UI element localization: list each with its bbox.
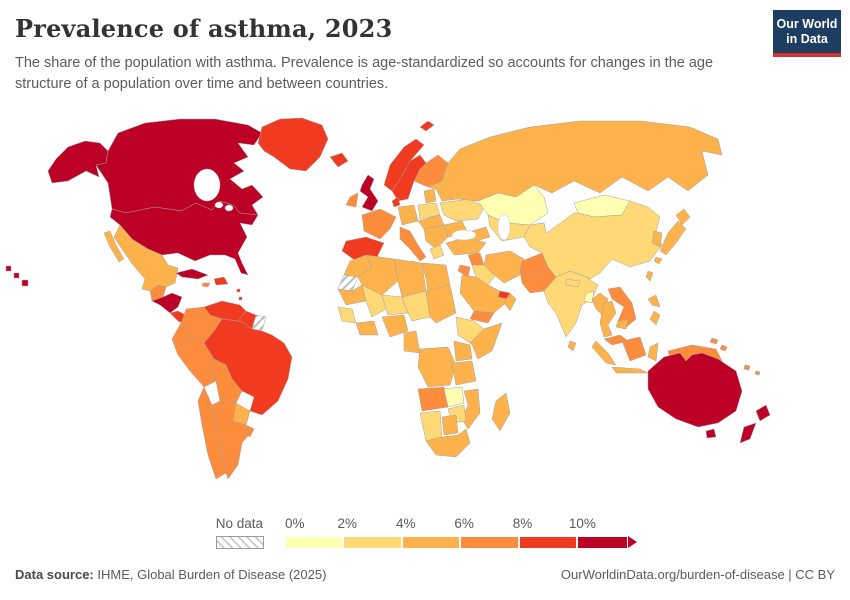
region-korea[interactable]: South Korea [651,230,663,248]
region-cambodia[interactable]: Cambodia [615,318,629,330]
region-western_sahara[interactable]: Western Sahara [337,274,359,292]
legend-tick-0: 0% [285,516,305,531]
world-map: CanadaUnited StatesGreenlandMexicoGuatem… [5,117,771,480]
legend-tick-labels: 0% 2% 4% 6% 8% 10% [285,516,637,532]
region-israel_jordan[interactable]: Israel & Jordan [457,264,471,278]
region-guatemala[interactable]: Guatemala [149,284,167,302]
region-balkans[interactable]: Balkans [423,224,449,250]
region-uruguay[interactable]: Uruguay [243,424,255,438]
lake-black-sea [451,229,477,241]
region-syria[interactable]: Syria [467,252,485,266]
owid-logo-line1: Our World [776,17,838,31]
region-oman[interactable]: Oman [503,292,517,312]
region-australia[interactable]: Australia [647,352,743,439]
legend-tick-6: 6% [454,516,474,531]
region-zambia[interactable]: Zambia [443,386,465,408]
region-ireland[interactable]: Ireland [345,192,359,208]
region-drc[interactable]: Democratic Republic of Congo [417,346,457,388]
legend-bucket-0-2-[interactable] [285,536,344,549]
region-kenya_uganda[interactable]: Kenya & Uganda [453,340,473,362]
legend-bucket--10-[interactable] [576,536,628,549]
region-baltics[interactable]: Baltic states [423,188,437,204]
region-new_zealand[interactable]: New Zealand [739,404,771,444]
legend-arrow-tip [627,536,637,548]
region-namibia[interactable]: Namibia [419,410,443,442]
region-nepal[interactable]: Nepal [565,278,581,288]
region-senegal_guinea[interactable]: Senegal & Guinea [337,306,357,324]
region-iran[interactable]: Iran [483,250,525,284]
legend-tick-2: 2% [337,516,358,531]
region-bangladesh[interactable]: Bangladesh [583,290,595,304]
region-botswana[interactable]: Botswana [441,414,459,436]
region-yemen[interactable]: Yemen [469,310,495,324]
region-south_africa[interactable]: South Africa [425,428,471,458]
region-greenland[interactable]: Greenland [257,117,329,172]
region-sudan[interactable]: Sudan [425,284,457,324]
legend-bucket-2-4-[interactable] [343,536,402,549]
region-philippines[interactable]: Philippines [647,294,661,326]
region-honduras_nicaragua[interactable]: Honduras & Nicaragua [151,292,183,314]
region-greece[interactable]: Greece [429,244,445,260]
credit-link[interactable]: OurWorldinData.org/burden-of-disease | C… [560,567,835,582]
region-canada[interactable]: Canada [95,118,264,216]
legend-bucket-6-8-[interactable] [460,536,519,549]
region-nigeria[interactable]: Nigeria [381,314,409,338]
region-uk[interactable]: United Kingdom [359,174,379,212]
region-russia[interactable]: Russia [427,120,723,202]
page-title: Prevalence of asthma, 2023 [15,14,393,43]
data-source-label: Data source: [15,567,94,582]
region-sri_lanka[interactable]: Sri Lanka [567,340,577,352]
legend-tick-8: 8% [512,516,533,531]
region-iceland[interactable]: Iceland [329,152,349,168]
legend-bucket-8-10-[interactable] [518,536,577,549]
region-borneo[interactable]: Borneo [621,336,647,362]
region-somalia[interactable]: Somalia [469,322,503,360]
region-cameroon_gabon[interactable]: Cameroon & Gabon [403,330,421,354]
region-mozambique[interactable]: Mozambique [461,388,481,430]
legend-no-data-swatch[interactable] [216,536,264,549]
region-libya[interactable]: Libya [393,258,427,298]
region-ivory_ghana[interactable]: Côte d'Ivoire & Ghana [355,320,379,336]
region-laos_vietnam[interactable]: Laos & Vietnam [607,286,637,330]
owid-logo[interactable]: Our World in Data [773,10,841,57]
lake-caspian-sea [497,213,511,241]
legend-bucket-4-6-[interactable] [401,536,461,549]
region-thailand[interactable]: Thailand [599,300,617,338]
region-svalbard[interactable]: Svalbard [419,120,435,132]
region-mali[interactable]: Mali [361,284,387,318]
lake-hudson-bay [193,168,221,202]
region-angola[interactable]: Angola [417,386,449,412]
region-lesser_antilles[interactable]: Lesser Antilles [236,288,243,301]
region-argentina[interactable]: Argentina [211,400,253,480]
region-jamaica[interactable]: Jamaica [201,282,211,288]
region-germany[interactable]: Germany [397,204,419,226]
chart-subtitle: The share of the population with asthma.… [15,55,714,93]
legend-no-data-label: No data [215,516,263,531]
region-france[interactable]: France [361,208,397,240]
legend-tick-10: 10% [568,516,596,531]
region-caucasus[interactable]: Caucasus [471,226,491,242]
region-madagascar[interactable]: Madagascar [491,392,511,432]
region-chad[interactable]: Chad [401,290,431,322]
data-source-note: Data source: IHME, Global Burden of Dise… [15,567,326,582]
region-cuba[interactable]: Cuba [175,268,209,280]
region-japan[interactable]: Japan [653,208,691,265]
chart-footer: Data source: IHME, Global Burden of Dise… [15,567,835,582]
region-taiwan[interactable]: Taiwan [645,270,654,282]
data-source-text: IHME, Global Burden of Disease (2025) [93,567,327,582]
region-tanzania[interactable]: Tanzania [451,360,477,386]
lake-great-lakes [214,201,234,212]
region-pacific_islands[interactable]: Pacific islands [709,337,761,376]
region-usa[interactable]: United States [5,140,259,287]
region-niger[interactable]: Niger [381,294,409,316]
legend-colorbar [285,536,637,549]
legend-tick-4: 4% [395,516,416,531]
owid-logo-line2: in Data [786,32,828,46]
region-ukraine[interactable]: Ukraine [439,198,485,222]
region-denmark[interactable]: Denmark [391,196,401,208]
region-hispaniola[interactable]: Haiti & Dominican Republic [213,276,229,286]
region-mongolia[interactable]: Mongolia [573,194,631,218]
